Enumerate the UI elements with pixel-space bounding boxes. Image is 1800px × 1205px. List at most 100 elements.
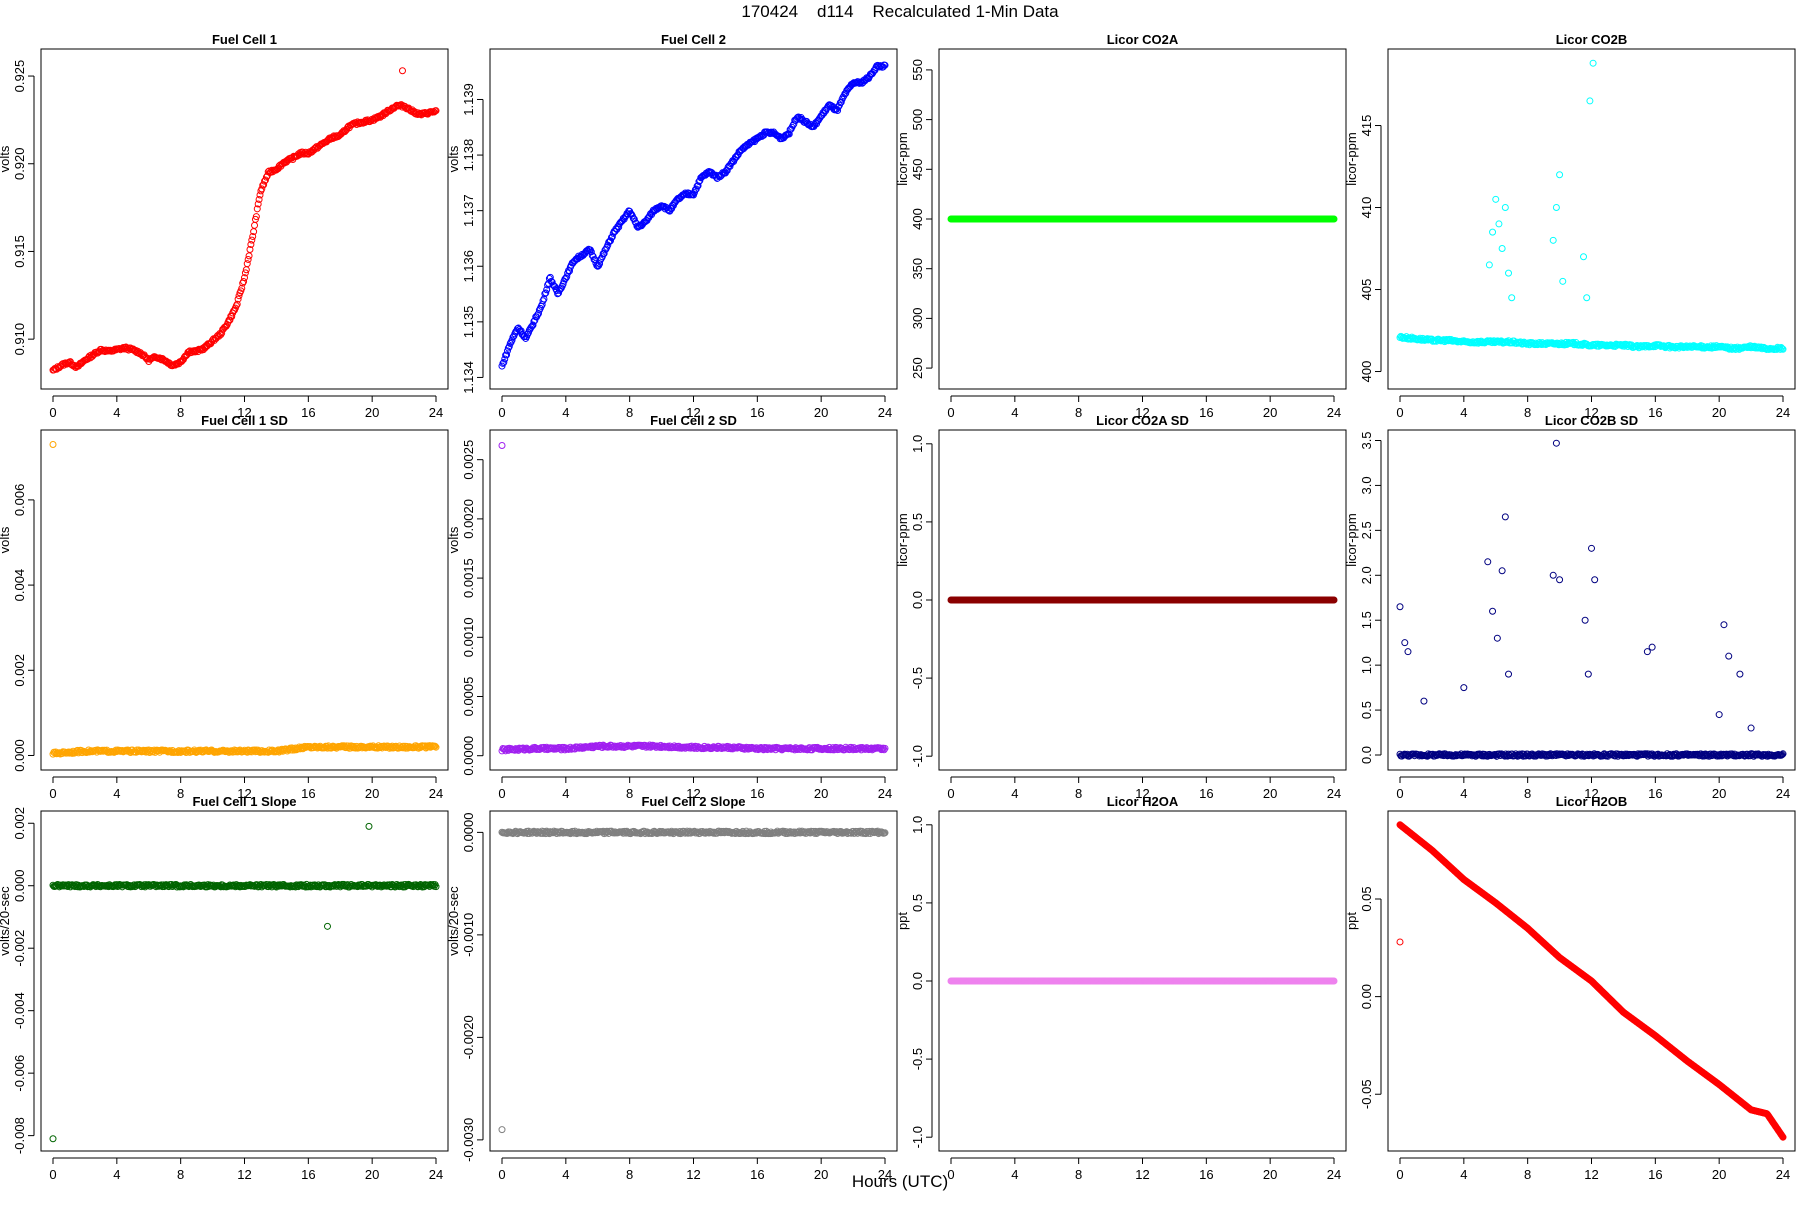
outlier-point [366, 823, 372, 829]
outlier-point [499, 1127, 505, 1133]
x-tick-label: 16 [301, 786, 315, 801]
x-tick-label: 0 [49, 786, 56, 801]
data-points [1397, 60, 1786, 352]
y-axis-label: licor-ppm [1344, 513, 1359, 566]
x-tick-label: 20 [814, 405, 828, 420]
data-point [1506, 270, 1512, 276]
y-tick-label: 1.5 [1359, 611, 1374, 629]
data-point [1716, 712, 1722, 718]
data-point [1490, 229, 1496, 235]
y-axis-label: volts [0, 526, 12, 553]
x-tick-label: 16 [1199, 405, 1213, 420]
data-point [1486, 262, 1492, 268]
x-tick-label: 20 [1263, 405, 1277, 420]
data-points [50, 442, 439, 758]
x-tick-label: 20 [365, 786, 379, 801]
y-axis-label: volts [0, 145, 12, 172]
x-tick-label: 24 [878, 786, 892, 801]
y-tick-label: -1.0 [910, 745, 925, 767]
x-tick-label: 4 [1011, 405, 1018, 420]
data-point [1592, 577, 1598, 583]
data-point [1587, 98, 1593, 104]
y-tick-label: 2.5 [1359, 521, 1374, 539]
panel-title: Fuel Cell 2 Slope [641, 794, 745, 809]
panel-title: Licor H2OA [1107, 794, 1179, 809]
x-tick-label: 20 [1712, 786, 1726, 801]
y-tick-label: 1.138 [461, 139, 476, 172]
data-point [1509, 295, 1515, 301]
y-tick-label: 0.0005 [461, 677, 476, 717]
data-point [1585, 671, 1591, 677]
data-point [1397, 604, 1403, 610]
y-axis-label: volts/20-sec [0, 886, 12, 956]
x-tick-label: 16 [1648, 405, 1662, 420]
data-point [1496, 221, 1502, 227]
data-point [1499, 568, 1505, 574]
y-tick-label: 1.0 [910, 435, 925, 453]
x-tick-label: 24 [429, 786, 443, 801]
x-tick-label: 20 [1712, 405, 1726, 420]
y-tick-label: 0.0000 [461, 736, 476, 776]
data-point [1721, 622, 1727, 628]
y-tick-label: 0.0 [910, 591, 925, 609]
x-tick-label: 24 [429, 405, 443, 420]
outlier-point [399, 68, 405, 74]
data-point [1502, 205, 1508, 211]
x-tick-label: 20 [1263, 786, 1277, 801]
data-points [50, 823, 439, 1141]
data-point [1331, 216, 1337, 222]
x-tick-label: 16 [750, 405, 764, 420]
data-point [1490, 608, 1496, 614]
plot-frame [490, 430, 897, 770]
data-points [948, 216, 1337, 222]
x-tick-label: 8 [1524, 786, 1531, 801]
y-tick-label: 0.0015 [461, 558, 476, 598]
y-tick-label: 0.006 [12, 484, 27, 517]
y-tick-label: 1.135 [461, 306, 476, 339]
y-tick-label: 0.0010 [461, 617, 476, 657]
x-tick-label: 24 [878, 405, 892, 420]
panel-title: Fuel Cell 2 SD [650, 413, 737, 428]
y-tick-label: -0.5 [910, 1048, 925, 1070]
y-tick-label: 3.5 [1359, 431, 1374, 449]
data-point [1506, 671, 1512, 677]
y-tick-label: 300 [910, 308, 925, 330]
data-points [499, 828, 888, 1133]
x-tick-label: 20 [365, 405, 379, 420]
y-tick-label: 415 [1359, 115, 1374, 137]
y-tick-label: 0.004 [12, 569, 27, 602]
data-point [1737, 671, 1743, 677]
x-tick-label: 0 [947, 786, 954, 801]
panel-title: Licor CO2B SD [1545, 413, 1638, 428]
data-point [1502, 514, 1508, 520]
data-point [1494, 635, 1500, 641]
y-tick-label: 550 [910, 59, 925, 81]
data-points [948, 978, 1337, 984]
y-tick-label: -0.0030 [461, 1118, 476, 1162]
y-tick-label: -0.5 [910, 667, 925, 689]
data-points [499, 62, 888, 369]
data-point [1644, 649, 1650, 655]
data-point [244, 261, 250, 267]
y-axis-label: volts [446, 526, 461, 553]
x-tick-label: 4 [1460, 786, 1467, 801]
y-axis-label: ppt [895, 912, 910, 930]
y-tick-label: 0.002 [12, 654, 27, 687]
x-tick-label: 16 [1648, 786, 1662, 801]
y-axis-label: volts/20-sec [446, 886, 461, 956]
plot-frame [490, 49, 897, 389]
data-points [948, 597, 1337, 603]
outlier-point [50, 442, 56, 448]
y-tick-label: 250 [910, 357, 925, 379]
y-tick-label: -0.004 [12, 992, 27, 1029]
y-tick-label: 0.915 [12, 235, 27, 268]
data-point [1499, 246, 1505, 252]
y-tick-label: 0.002 [12, 807, 27, 840]
x-tick-label: 8 [177, 405, 184, 420]
